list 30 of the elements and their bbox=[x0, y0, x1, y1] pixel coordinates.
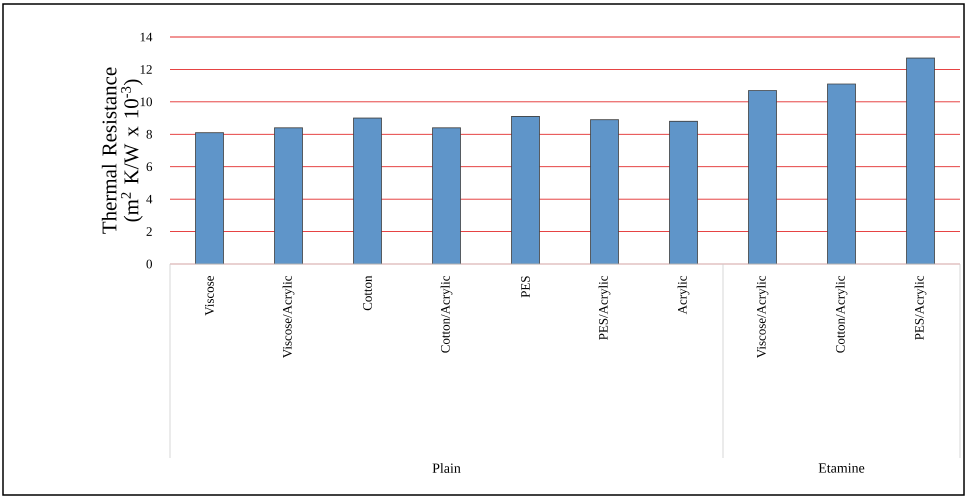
y-tick-label: 14 bbox=[140, 32, 152, 42]
x-tick-label: Cotton/Acrylic bbox=[836, 276, 848, 353]
bar bbox=[590, 119, 619, 264]
text: Plain bbox=[432, 463, 461, 473]
x-tick-label: PES/Acrylic bbox=[914, 276, 926, 340]
y-tick-label: 8 bbox=[146, 130, 152, 139]
bar bbox=[748, 90, 777, 264]
y-tick-label: 2 bbox=[146, 227, 152, 236]
bar bbox=[195, 132, 224, 264]
y-tick-label: 0 bbox=[146, 260, 152, 268]
x-tick-label: Cotton bbox=[363, 276, 372, 310]
bar bbox=[432, 127, 461, 264]
bar bbox=[906, 58, 935, 264]
y-tick-label: 12 bbox=[140, 65, 152, 74]
bar bbox=[669, 120, 698, 264]
y-tick-label: 6 bbox=[146, 162, 152, 172]
x-tick-label: PES bbox=[521, 276, 530, 298]
x-tick-label: PES/Acrylic bbox=[598, 276, 610, 340]
bar bbox=[511, 116, 540, 264]
x-tick-label: Cotton/Acrylic bbox=[440, 276, 452, 353]
x-tick-label: Viscose/Acrylic bbox=[756, 276, 768, 358]
y-tick-label: 4 bbox=[146, 194, 152, 204]
text: Etamine bbox=[818, 463, 864, 473]
y-tick-label: 10 bbox=[140, 97, 152, 106]
x-tick-label: Viscose/Acrylic bbox=[282, 276, 294, 358]
bar bbox=[353, 118, 382, 264]
bar bbox=[827, 84, 856, 264]
x-tick-label: Viscose bbox=[205, 276, 214, 316]
x-tick-label: Acrylic bbox=[678, 276, 690, 314]
bar bbox=[274, 127, 303, 264]
